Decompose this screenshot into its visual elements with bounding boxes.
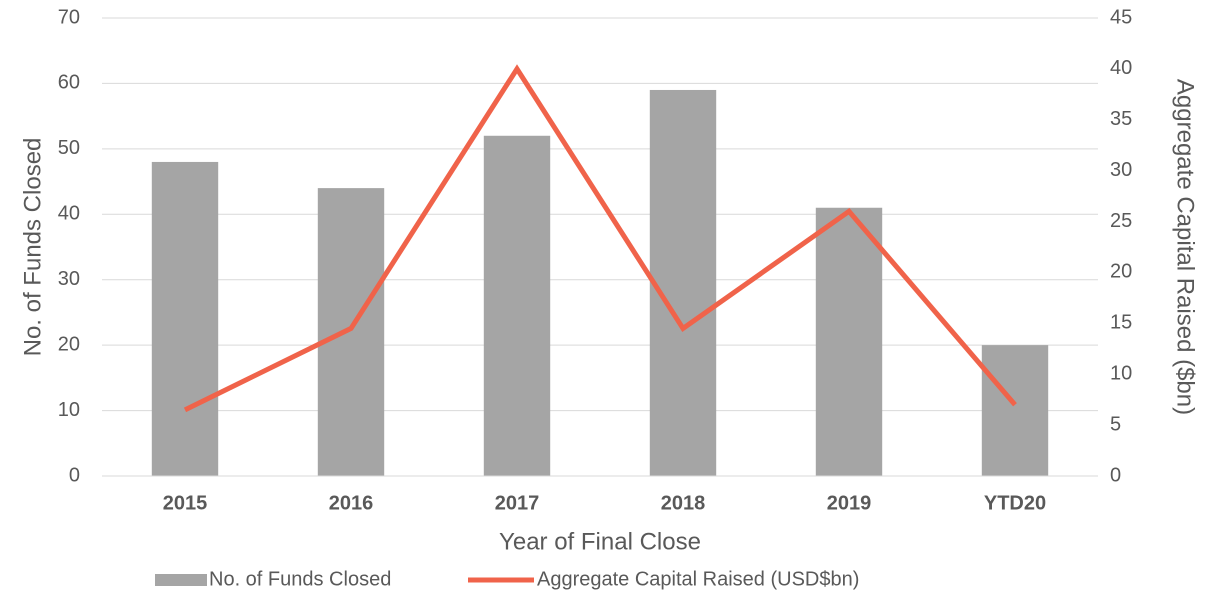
y-tick-label: 70: [58, 6, 80, 28]
y-tick-label: 0: [69, 464, 80, 486]
legend-label: Aggregate Capital Raised (USD$bn): [537, 568, 859, 590]
x-tick-label: 2017: [495, 492, 540, 514]
y2-tick-label: 20: [1110, 261, 1132, 283]
bar: [981, 345, 1049, 476]
legend-swatch: [155, 574, 207, 586]
x-tick-label: 2018: [661, 492, 706, 514]
bar: [649, 89, 717, 476]
y2-tick-label: 0: [1110, 464, 1121, 486]
legend-label: No. of Funds Closed: [209, 568, 391, 590]
y2-tick-label: 45: [1110, 6, 1132, 28]
y2-tick-label: 25: [1110, 210, 1132, 232]
y2-tick-label: 30: [1110, 159, 1132, 181]
y-tick-label: 10: [58, 399, 80, 421]
line: [183, 64, 1017, 413]
y2-tick-label: 35: [1110, 108, 1132, 130]
y-tick-label: 40: [58, 203, 80, 225]
y2-tick-label: 15: [1110, 312, 1132, 334]
x-tick-label: 2016: [329, 492, 374, 514]
y-axis-title: No. of Funds Closed: [19, 138, 46, 357]
y-tick-label: 30: [58, 268, 80, 290]
y-tick-label: 50: [58, 137, 80, 159]
bar: [151, 161, 219, 476]
y2-tick-label: 40: [1110, 57, 1132, 79]
y2-tick-label: 5: [1110, 413, 1121, 435]
bar: [815, 207, 883, 476]
bar: [317, 188, 385, 476]
x-tick-label: YTD20: [984, 492, 1046, 514]
y2-axis-title: Aggregate Capital Raised ($bn): [1172, 79, 1199, 415]
y-tick-label: 60: [58, 72, 80, 94]
y-tick-label: 20: [58, 333, 80, 355]
x-axis-title: Year of Final Close: [499, 528, 701, 555]
x-tick-label: 2015: [163, 492, 208, 514]
x-tick-label: 2019: [827, 492, 872, 514]
y2-tick-label: 10: [1110, 363, 1132, 385]
bar: [483, 135, 551, 476]
